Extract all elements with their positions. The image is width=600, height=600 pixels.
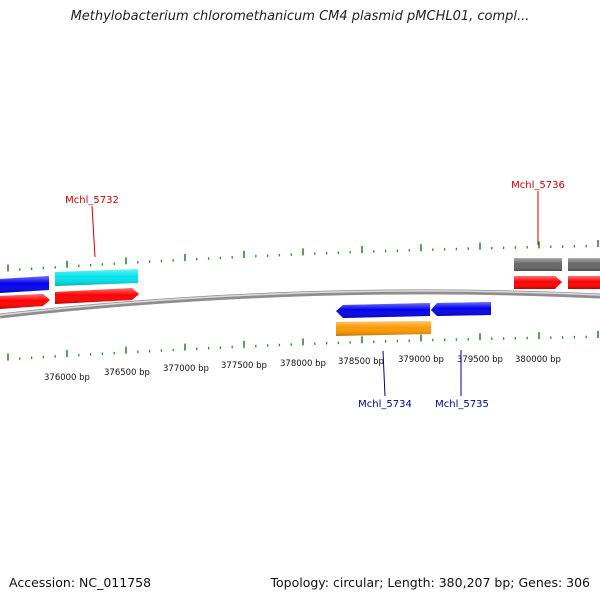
label-mchl-5736[interactable]: Mchl_5736 xyxy=(511,180,565,191)
gene-gloss xyxy=(0,258,600,336)
accession-label: Accession: NC_011758 xyxy=(9,575,152,590)
ruler-label: 380000 bp xyxy=(515,355,561,365)
ruler-label: 376000 bp xyxy=(44,373,90,383)
outer-tick-ring xyxy=(7,240,599,272)
inner-tick-ring xyxy=(7,331,599,361)
ruler-label: 379000 bp xyxy=(398,355,444,365)
backbone-track-highlight xyxy=(0,290,600,316)
ruler-label: 378500 bp xyxy=(338,357,384,367)
ruler-labels: 376000 bp 376500 bp 377000 bp 377500 bp … xyxy=(44,355,561,383)
ruler-label: 379500 bp xyxy=(457,355,503,365)
ruler-label: 377500 bp xyxy=(221,361,267,371)
backbone-track xyxy=(0,289,600,319)
page-title: Methylobacterium chloromethanicum CM4 pl… xyxy=(70,9,530,24)
ruler-label: 378000 bp xyxy=(280,359,326,369)
label-mchl-5734[interactable]: Mchl_5734 xyxy=(358,399,412,410)
label-mchl-5735[interactable]: Mchl_5735 xyxy=(435,399,489,410)
leader-mchl-5734 xyxy=(382,350,386,397)
leader-mchl-5732 xyxy=(91,205,96,258)
label-mchl-5732[interactable]: Mchl_5732 xyxy=(65,195,119,206)
ruler-label: 376500 bp xyxy=(104,368,150,378)
genome-summary: Topology: circular; Length: 380,207 bp; … xyxy=(270,575,591,590)
ruler-label: 377000 bp xyxy=(163,364,209,374)
